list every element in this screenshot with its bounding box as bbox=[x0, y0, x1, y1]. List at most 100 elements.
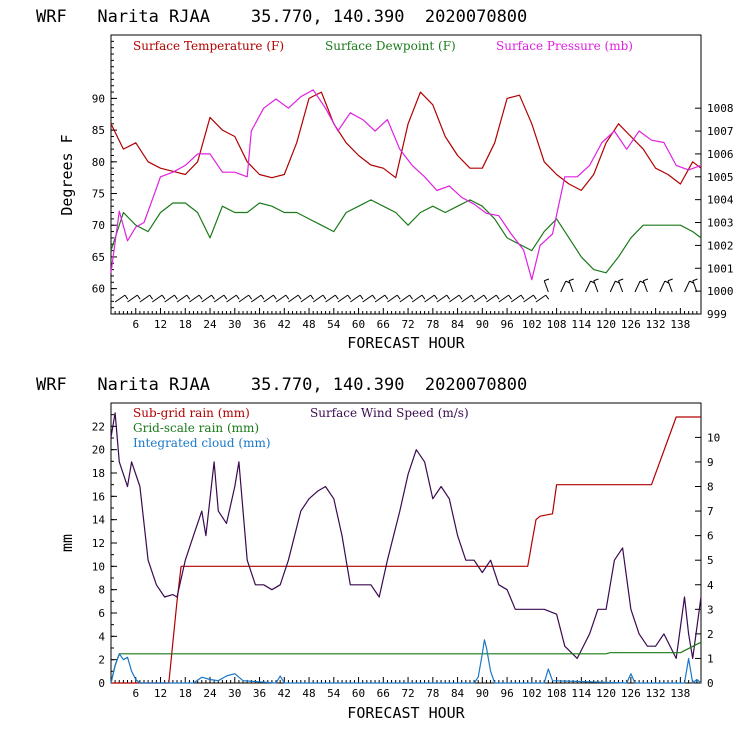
gridscale-series-line bbox=[110, 641, 702, 684]
wind-barb bbox=[201, 294, 215, 303]
panel-2-x-tick-label: 42 bbox=[278, 687, 291, 700]
wind-barb bbox=[535, 294, 550, 303]
panel-1-x-tick-label: 126 bbox=[621, 318, 641, 331]
wind-barb bbox=[325, 294, 339, 303]
wind-barb bbox=[667, 278, 673, 293]
wind-barb bbox=[288, 294, 302, 303]
wind-barb bbox=[510, 294, 525, 303]
panel-2-x-tick-label: 120 bbox=[596, 687, 616, 700]
wind-barb bbox=[486, 294, 500, 303]
wind-barb bbox=[312, 294, 327, 303]
legend-surface-pressure: Surface Pressure (mb) bbox=[496, 39, 633, 53]
panel-2-y-tick-label: 4 bbox=[98, 630, 105, 643]
panel-2-x-tick-label: 24 bbox=[203, 687, 217, 700]
panel-1-title: WRF Narita RJAA 35.770, 140.390 20200708… bbox=[36, 7, 527, 27]
panel-1-x-tick-label: 6 bbox=[132, 318, 139, 331]
panel-1-x-tick-label: 18 bbox=[179, 318, 192, 331]
panel-1-x-tick-label: 48 bbox=[302, 318, 315, 331]
wind-barb bbox=[300, 294, 314, 303]
wind-barb bbox=[593, 278, 599, 293]
wind-barb bbox=[634, 280, 645, 293]
panel-1-x-tick-label: 96 bbox=[500, 318, 513, 331]
panel-1-x-tick-label: 60 bbox=[352, 318, 365, 331]
panel-1-x-tick-label: 54 bbox=[327, 318, 341, 331]
panel-2-x-tick-label: 78 bbox=[426, 687, 439, 700]
legend-gridscale-rain: Grid-scale rain (mm) bbox=[133, 421, 259, 435]
wind-barbs bbox=[114, 278, 698, 303]
panel-2-x-tick-label: 96 bbox=[500, 687, 513, 700]
panel-1-y-tick-label: 70 bbox=[92, 219, 105, 232]
panel-1-x-tick-label: 72 bbox=[401, 318, 414, 331]
panel-1-x-tick-label: 102 bbox=[522, 318, 542, 331]
panel-2-y2-tick-label: 5 bbox=[707, 554, 714, 567]
wind-barb bbox=[362, 294, 376, 303]
panel-2-x-tick-label: 114 bbox=[571, 687, 591, 700]
panel-2-y2-tick-label: 8 bbox=[707, 481, 714, 494]
panel-2-y2-tick-label: 3 bbox=[707, 603, 714, 616]
panel-1-x-tick-label: 24 bbox=[203, 318, 217, 331]
panel-2-x-tick-label: 12 bbox=[154, 687, 167, 700]
panel-1-y-tick-label: 75 bbox=[92, 188, 105, 201]
panel-2-y2-tick-label: 7 bbox=[707, 505, 714, 518]
wind-barb bbox=[114, 294, 129, 303]
wind-barb bbox=[238, 294, 253, 303]
panel-2-y-tick-label: 8 bbox=[98, 584, 105, 597]
wind-barb bbox=[449, 294, 463, 303]
panel-1-y2-tick-label: 1001 bbox=[707, 262, 734, 275]
wind-barb bbox=[684, 280, 695, 293]
panel-1-x-tick-label: 120 bbox=[596, 318, 616, 331]
panel-1-x-tick-label: 114 bbox=[571, 318, 591, 331]
wind-barb bbox=[387, 294, 401, 303]
panel-1-x-tick-label: 42 bbox=[278, 318, 291, 331]
wind-barb bbox=[213, 294, 228, 303]
wind-barb bbox=[176, 294, 191, 303]
wind-barb bbox=[164, 294, 178, 303]
wind-barb bbox=[473, 294, 488, 303]
legend-integrated-cloud: Integrated cloud (mm) bbox=[133, 436, 271, 450]
panel-2-x-tick-label: 18 bbox=[179, 687, 192, 700]
panel-2-y2-tick-label: 9 bbox=[707, 456, 714, 469]
panel-2-x-tick-label: 36 bbox=[253, 687, 266, 700]
wind-barb bbox=[568, 278, 574, 293]
panel-2-y-tick-label: 18 bbox=[92, 467, 105, 480]
panel-2-y-tick-label: 0 bbox=[98, 677, 105, 690]
panel-1-y-tick-label: 80 bbox=[92, 156, 105, 169]
panel-1-y-tick-label: 60 bbox=[92, 283, 105, 296]
panel-1-x-tick-label: 30 bbox=[228, 318, 241, 331]
wind-barb bbox=[226, 294, 240, 303]
panel-1-x-tick-label: 108 bbox=[547, 318, 567, 331]
wind-barb bbox=[139, 294, 153, 303]
panel-2-y-tick-label: 16 bbox=[92, 490, 105, 503]
panel-2-y-tick-label: 20 bbox=[92, 444, 105, 457]
panel-1-x-tick-label: 36 bbox=[253, 318, 266, 331]
panel-1-y-tick-label: 85 bbox=[92, 124, 105, 137]
panel-2-y2-tick-label: 1 bbox=[707, 652, 714, 665]
panel-1-y2-tick-label: 1008 bbox=[707, 102, 734, 115]
panel-2-y2-tick-label: 4 bbox=[707, 579, 714, 592]
wind-barb bbox=[609, 280, 621, 293]
wind-barb bbox=[543, 278, 550, 293]
panel-1-y2-tick-label: 1005 bbox=[707, 171, 734, 184]
panel-1-x-axis-label: FORECAST HOUR bbox=[347, 334, 465, 352]
cloud-series-line bbox=[110, 639, 702, 684]
panel-2-y-axis-label: mm bbox=[58, 534, 76, 552]
panel-1-x-tick-label: 138 bbox=[670, 318, 690, 331]
panel-1-x-tick-label: 12 bbox=[154, 318, 167, 331]
precipitation-panel: WRF Narita RJAA 35.770, 140.390 20200708… bbox=[36, 375, 720, 722]
panel-1-y2-tick-label: 1003 bbox=[707, 217, 734, 230]
panel-2-x-tick-label: 48 bbox=[302, 687, 315, 700]
panel-2-y-tick-label: 14 bbox=[92, 514, 106, 527]
wind-barb bbox=[618, 278, 624, 293]
panel-1-x-tick-label: 78 bbox=[426, 318, 439, 331]
panel-1-x-tick-label: 132 bbox=[646, 318, 666, 331]
panel-2-y-tick-label: 22 bbox=[92, 420, 105, 433]
wind-barb bbox=[189, 294, 203, 303]
panel-1-x-tick-label: 66 bbox=[377, 318, 390, 331]
panel-2-x-tick-label: 138 bbox=[670, 687, 690, 700]
subgrid-series-line bbox=[111, 416, 701, 684]
wind-series-line bbox=[110, 412, 702, 659]
legend-surface-dewpoint: Surface Dewpoint (F) bbox=[325, 39, 456, 53]
panel-2-x-tick-label: 90 bbox=[476, 687, 489, 700]
panel-2-y-tick-label: 12 bbox=[92, 537, 105, 550]
